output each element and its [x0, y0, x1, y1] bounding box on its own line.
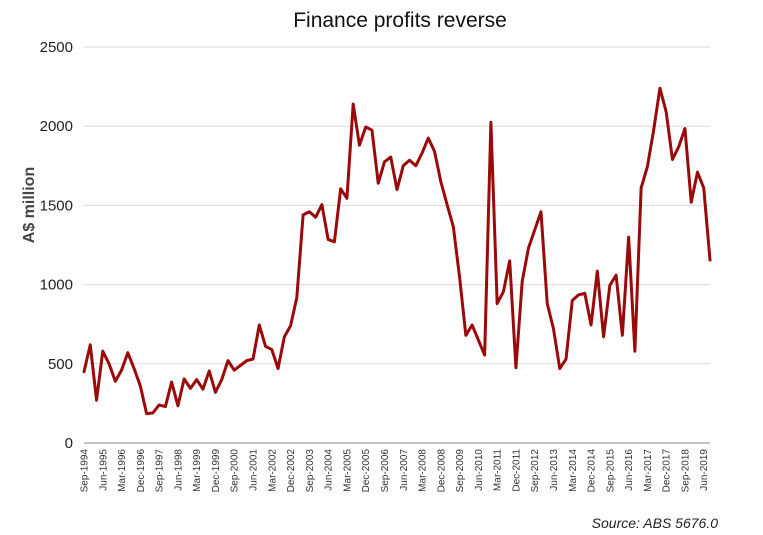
- y-tick-label: 0: [65, 435, 73, 452]
- y-tick-label: 500: [48, 356, 73, 373]
- x-tick-label: Dec-1999: [211, 449, 222, 493]
- x-tick-label: Dec-2011: [511, 449, 522, 492]
- x-tick-label: Jun-2016: [624, 449, 635, 491]
- x-tick-label: Mar-2011: [493, 449, 504, 491]
- x-tick-label: Sep-1994: [80, 449, 91, 493]
- x-tick-label: Mar-2002: [267, 449, 278, 492]
- x-tick-label: Sep-2009: [455, 449, 466, 493]
- x-tick-label: Mar-2014: [568, 449, 579, 492]
- y-tick-label: 1500: [40, 197, 73, 214]
- y-axis-label: A$ million: [21, 167, 38, 243]
- x-tick-label: Mar-2008: [418, 449, 429, 492]
- y-axis-ticks: 0 500 1000 1500 2000 2500: [40, 39, 73, 452]
- x-tick-label: Jun-1998: [173, 449, 184, 491]
- x-tick-label: Dec-2005: [361, 449, 372, 493]
- x-tick-label: Jun-2001: [249, 449, 260, 491]
- x-tick-label: Jun-2010: [474, 449, 485, 491]
- x-tick-label: Dec-2002: [286, 449, 297, 493]
- y-tick-label: 2500: [40, 39, 73, 56]
- x-axis-ticks: Sep-1994 Jun-1995 Mar-1996 Dec-1996 Sep-1997…: [80, 449, 711, 493]
- x-tick-label: Dec-2014: [587, 449, 598, 493]
- x-tick-label: Jun-2019: [699, 449, 710, 491]
- x-tick-label: Sep-2003: [305, 449, 316, 493]
- x-tick-label: Sep-2018: [680, 449, 691, 493]
- x-tick-label: Sep-1997: [155, 449, 166, 493]
- x-tick-label: Jun-2013: [549, 449, 560, 491]
- x-tick-label: Sep-2015: [605, 449, 616, 493]
- x-tick-label: Dec-2017: [662, 449, 673, 493]
- gridlines: [84, 46, 710, 444]
- x-tick-label: Sep-2006: [380, 449, 391, 493]
- x-tick-label: Jun-2007: [399, 449, 410, 491]
- y-tick-label: 1000: [40, 277, 73, 294]
- source-note: Source: ABS 5676.0: [592, 515, 719, 531]
- x-tick-label: Jun-2004: [324, 449, 335, 491]
- x-tick-label: Sep-2012: [530, 449, 541, 493]
- x-tick-label: Mar-1999: [192, 449, 203, 492]
- x-tick-label: Jun-1995: [98, 449, 109, 491]
- series-line: [82, 86, 712, 416]
- y-tick-label: 2000: [40, 118, 73, 135]
- x-tick-label: Mar-2017: [643, 449, 654, 492]
- x-tick-label: Mar-2005: [342, 449, 353, 492]
- x-tick-label: Mar-1996: [117, 449, 128, 492]
- x-tick-label: Dec-1996: [136, 449, 147, 493]
- chart-title: Finance profits reverse: [293, 9, 507, 32]
- x-tick-label: Dec-2008: [436, 449, 447, 493]
- x-tick-label: Sep-2000: [230, 449, 241, 493]
